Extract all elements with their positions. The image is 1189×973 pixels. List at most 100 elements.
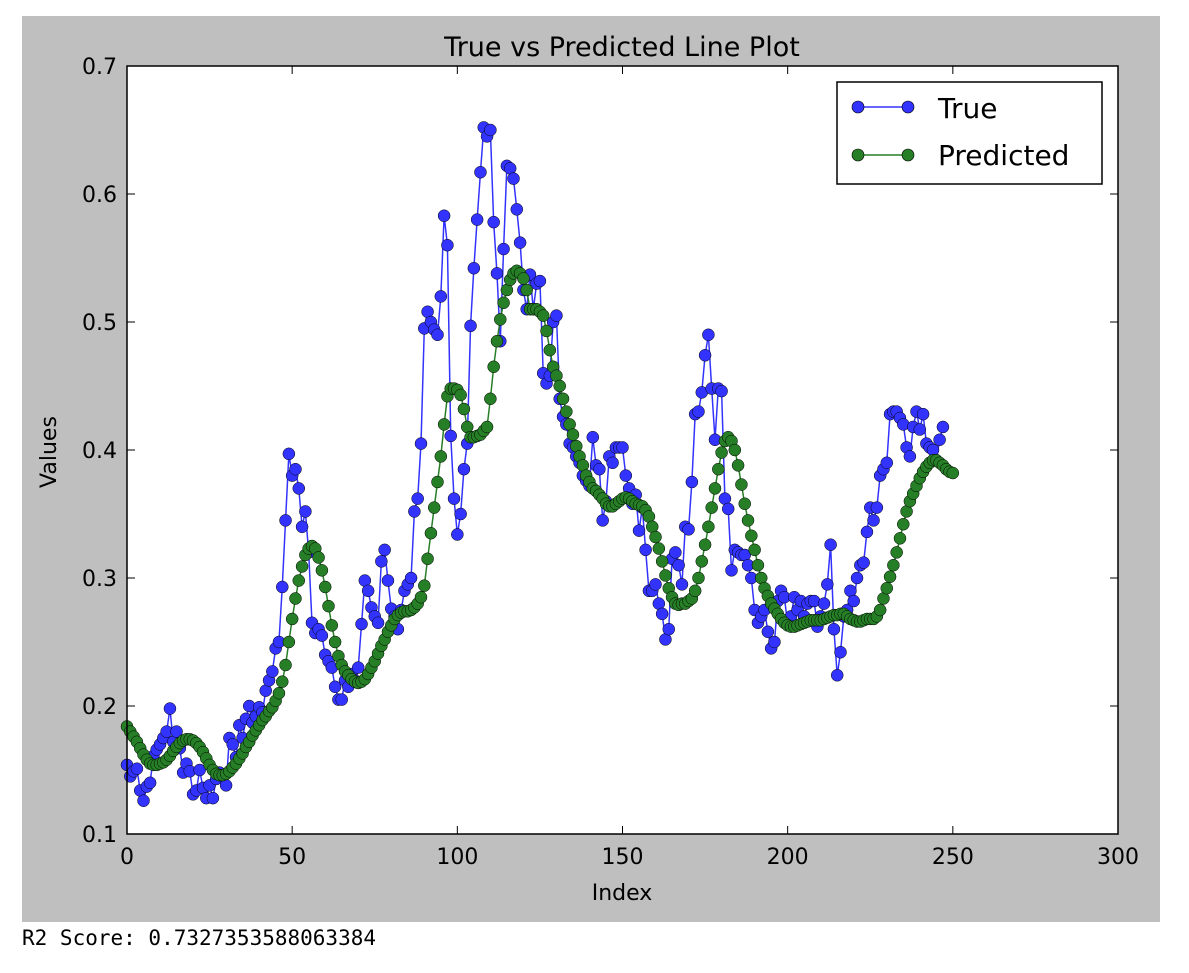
data-point-true (355, 617, 368, 631)
y-tick-label: 0.1 (82, 823, 117, 848)
data-point-predicted (893, 532, 907, 545)
data-point-predicted (556, 392, 570, 406)
data-point-predicted (715, 446, 728, 459)
data-point-predicted (883, 570, 897, 583)
data-point-true (586, 430, 600, 444)
series-predicted (120, 264, 960, 782)
data-point-predicted (897, 517, 910, 531)
data-point-predicted (414, 590, 428, 604)
r2-score-output: R2 Score: 0.7327353588063384 (22, 926, 377, 950)
data-point-true (682, 523, 695, 536)
y-tick-label: 0.5 (82, 311, 117, 336)
data-point-predicted (487, 360, 500, 374)
data-point-true (692, 405, 705, 418)
data-point-predicted (325, 619, 339, 632)
data-point-true (550, 309, 563, 322)
data-point-true (903, 450, 917, 463)
data-point-predicted (497, 296, 510, 310)
data-point-predicted (490, 334, 504, 348)
y-tick-label: 0.4 (82, 439, 117, 464)
data-point-true (834, 645, 847, 659)
data-point-predicted (418, 579, 431, 592)
chart-title: True vs Predicted Line Plot (443, 32, 800, 63)
data-point-true (371, 616, 385, 630)
data-point-predicted (272, 686, 286, 700)
data-point-predicted (946, 466, 960, 480)
data-point-true (715, 384, 728, 398)
data-point-true (375, 555, 388, 568)
data-point-predicted (688, 584, 702, 598)
legend-true-marker-right (901, 100, 915, 114)
data-point-predicted (421, 552, 434, 566)
data-point-true (513, 236, 527, 249)
data-point-true (206, 791, 220, 805)
data-point-true (880, 456, 894, 470)
data-point-predicted (880, 581, 894, 595)
data-point-predicted (318, 580, 332, 594)
data-point-true (596, 514, 609, 527)
data-point-true (484, 123, 497, 137)
data-point-true (335, 693, 348, 706)
x-tick-label: 0 (120, 845, 134, 870)
data-point-predicted (890, 546, 903, 559)
x-tick-label: 250 (932, 845, 974, 870)
data-point-true (669, 546, 682, 559)
series-layer (120, 121, 960, 807)
tick-layer: 0 50 100 150 200 250 300 0.1 0.2 0.3 0.4 0.5 0.6 0.7 (82, 55, 1139, 870)
y-tick-label: 0.3 (82, 567, 117, 592)
x-tick-label: 100 (436, 845, 478, 870)
x-axis-label: Index (592, 881, 653, 906)
data-point-true (639, 543, 652, 557)
data-point-predicted (566, 428, 580, 441)
data-point-true (913, 423, 927, 436)
data-point-predicted (437, 418, 451, 431)
data-point-predicted (748, 543, 761, 557)
data-point-true (606, 456, 619, 470)
data-point-predicted (745, 529, 758, 543)
data-point-true (817, 597, 831, 610)
data-point-predicted (873, 603, 887, 617)
data-point-true (721, 502, 735, 516)
data-point-true (137, 794, 150, 807)
data-point-true (431, 328, 444, 342)
data-point-true (143, 776, 157, 790)
data-point-true (170, 725, 183, 738)
data-point-true (533, 274, 547, 288)
data-point-predicted (741, 514, 755, 527)
y-tick-label: 0.6 (82, 183, 117, 208)
data-point-true (487, 215, 500, 229)
data-point-predicted (494, 313, 507, 326)
data-point-true (616, 441, 629, 454)
data-point-predicted (480, 420, 494, 434)
data-point-true (411, 492, 424, 505)
data-point-true (130, 762, 144, 775)
data-point-predicted (560, 405, 573, 418)
data-point-true (381, 574, 395, 587)
data-point-true (870, 501, 884, 514)
data-point-true (702, 328, 715, 342)
data-point-true (936, 420, 950, 434)
data-point-predicted (655, 555, 669, 568)
data-point-true (847, 594, 860, 608)
data-point-true (474, 165, 487, 179)
data-point-true (662, 622, 675, 636)
data-point-true (163, 702, 177, 715)
data-point-true (725, 564, 738, 577)
data-point-predicted (312, 551, 325, 564)
data-point-predicted (520, 283, 533, 297)
data-point-true (193, 763, 206, 777)
data-point-predicted (887, 558, 900, 572)
x-tick-label: 150 (602, 845, 644, 870)
data-point-true (315, 629, 329, 642)
data-point-true (490, 267, 504, 280)
data-point-predicted (553, 379, 566, 393)
legend-predicted-marker-right (901, 148, 915, 162)
data-point-predicted (698, 538, 712, 551)
data-point-true (444, 429, 457, 443)
data-point-true (827, 622, 841, 636)
data-point-true (451, 528, 464, 541)
x-tick-label: 200 (767, 845, 809, 870)
data-point-true (675, 578, 689, 591)
data-point-true (328, 680, 342, 694)
data-point-true (649, 578, 662, 591)
